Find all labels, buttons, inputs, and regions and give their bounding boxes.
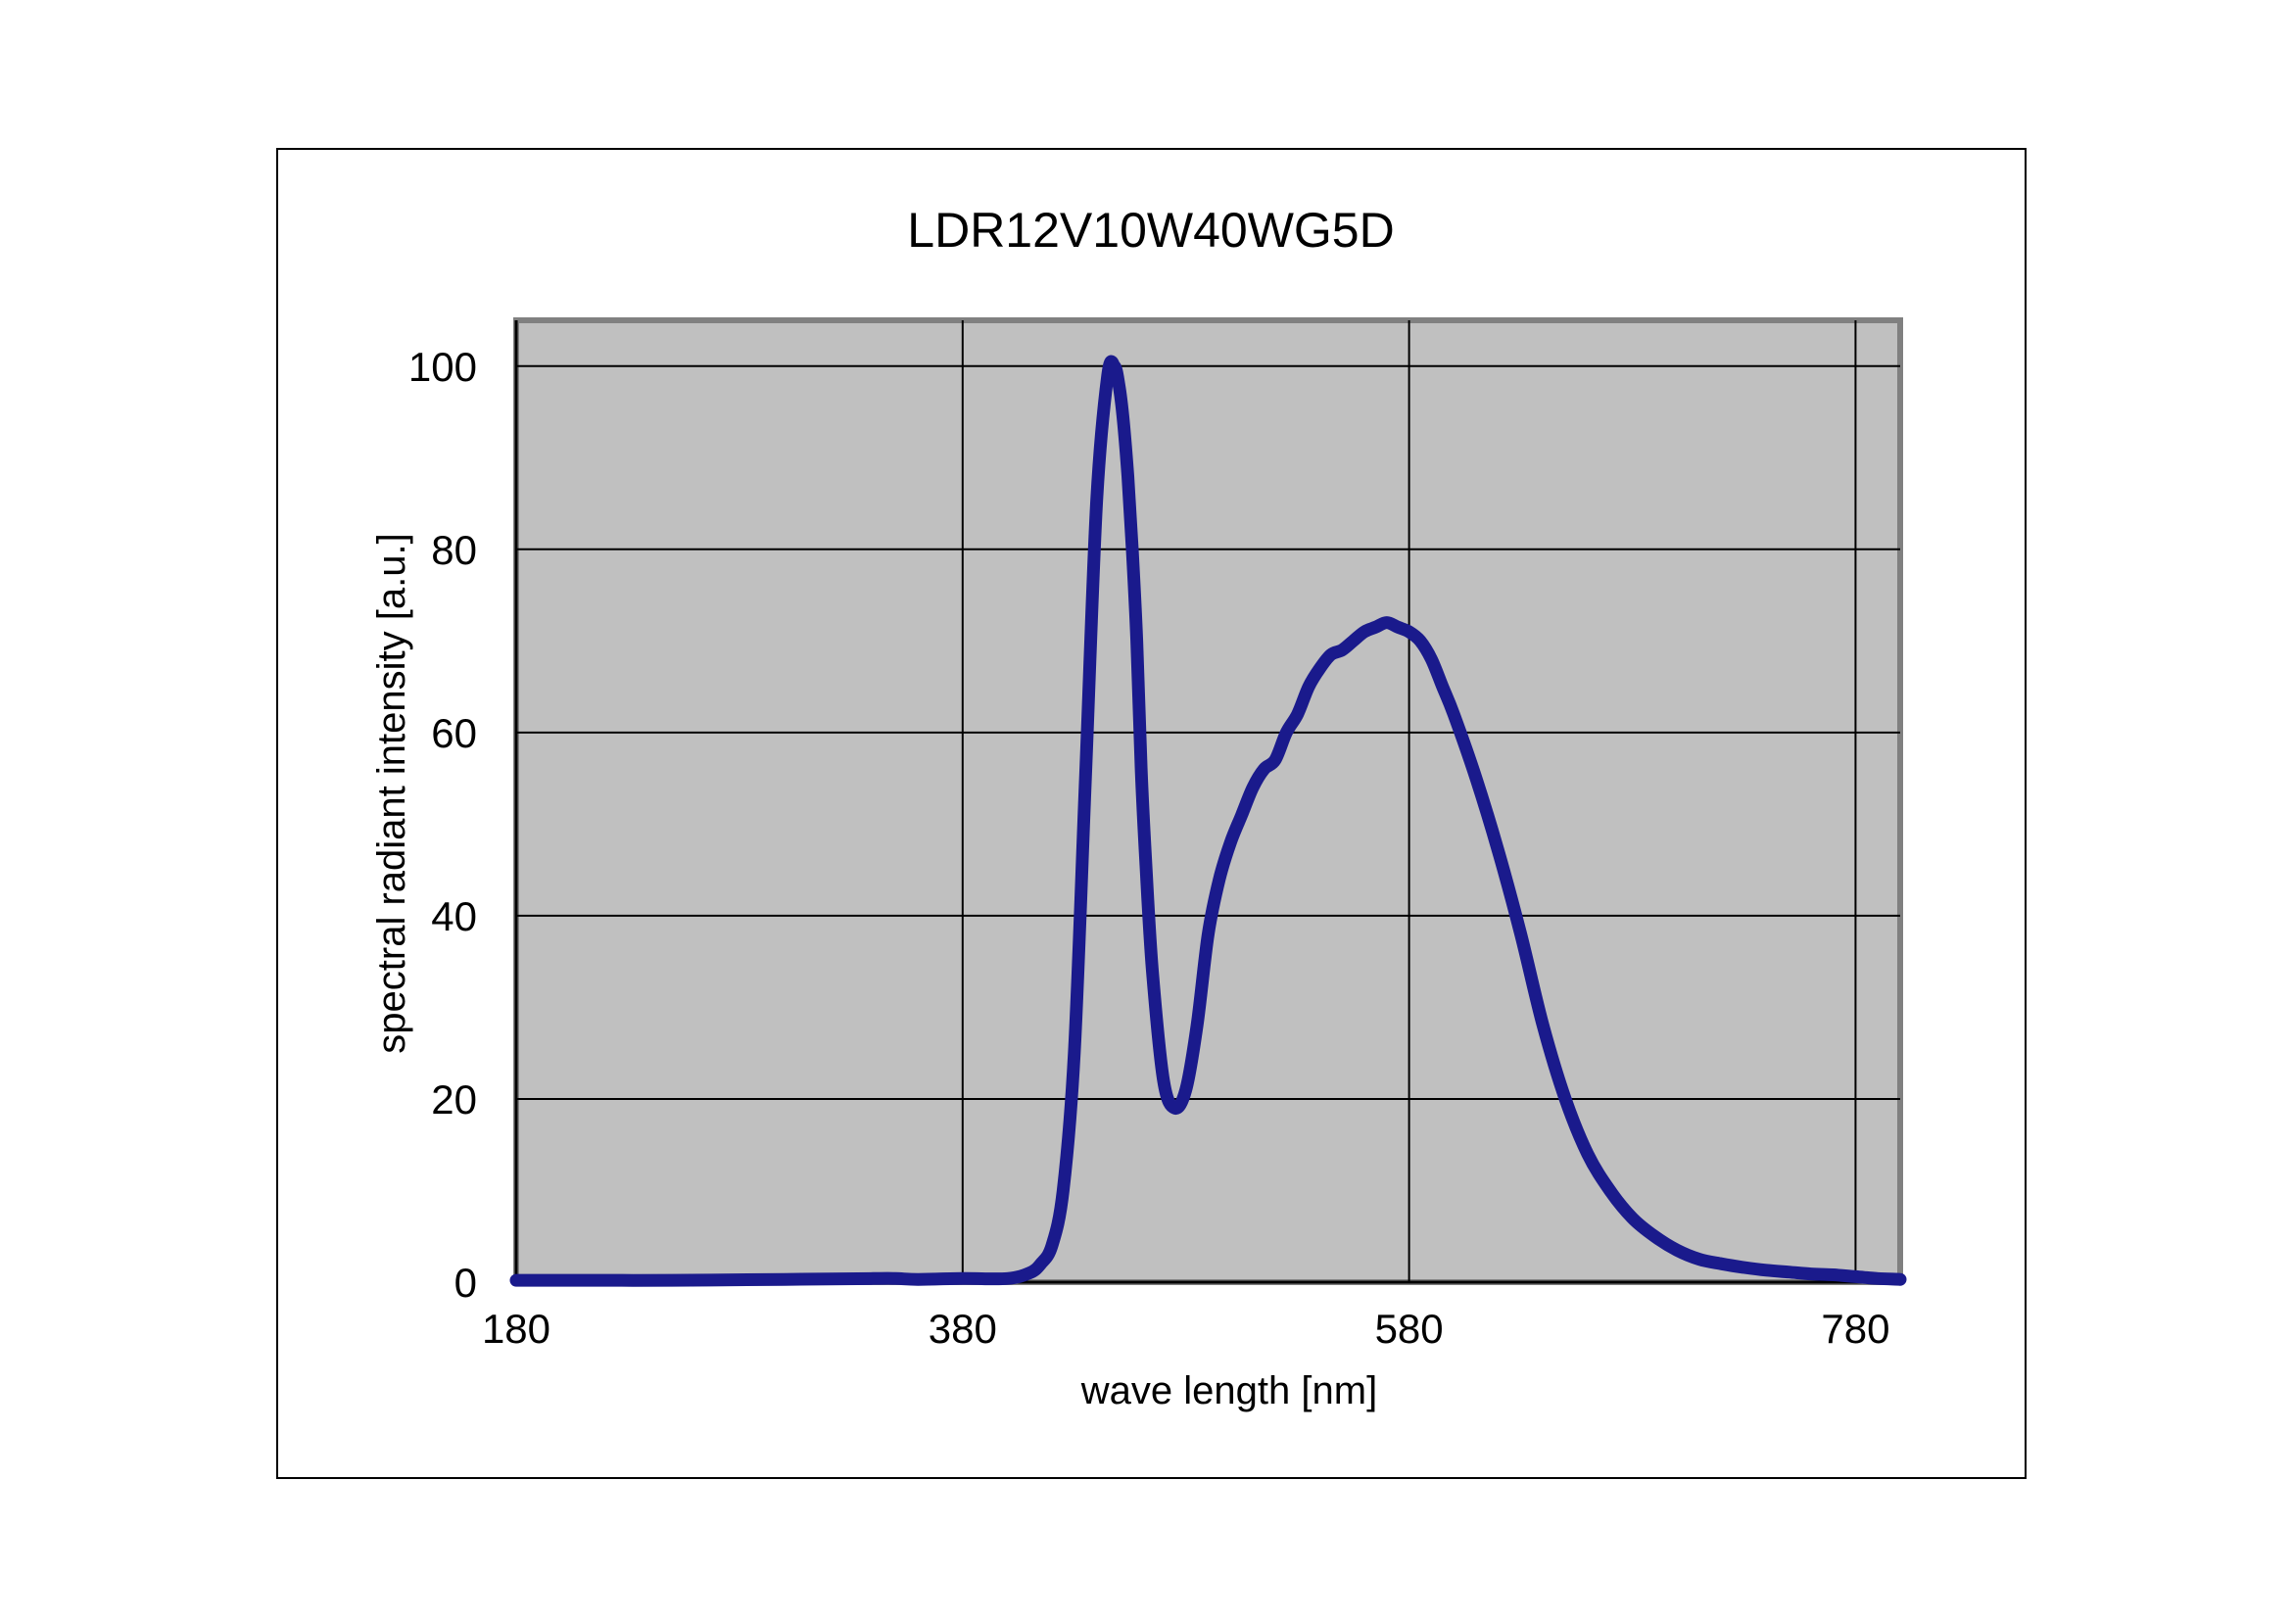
chart-title: LDR12V10W40WG5D [907, 203, 1394, 258]
y-tick-labels: 0 20 40 60 80 100 [408, 344, 477, 1306]
y-tick-label: 60 [431, 710, 477, 756]
series-group [509, 355, 1907, 1287]
y-tick-label: 0 [454, 1260, 477, 1306]
y-tick-label: 40 [431, 893, 477, 939]
plot-area [513, 317, 1903, 1285]
x-tick-label: 580 [1375, 1306, 1444, 1352]
y-tick-label: 20 [431, 1076, 477, 1122]
x-axis-label: wave length [nm] [1080, 1369, 1377, 1412]
x-tick-label: 180 [482, 1306, 550, 1352]
y-tick-label: 80 [431, 527, 477, 573]
x-tick-label: 780 [1821, 1306, 1889, 1352]
x-tick-label: 380 [929, 1306, 997, 1352]
x-tick-labels: 180 380 580 780 [482, 1306, 1889, 1352]
series-line [509, 355, 1907, 1287]
y-tick-label: 100 [408, 344, 477, 390]
y-axis-label: spectral radiant intensity [a.u.] [370, 533, 413, 1053]
